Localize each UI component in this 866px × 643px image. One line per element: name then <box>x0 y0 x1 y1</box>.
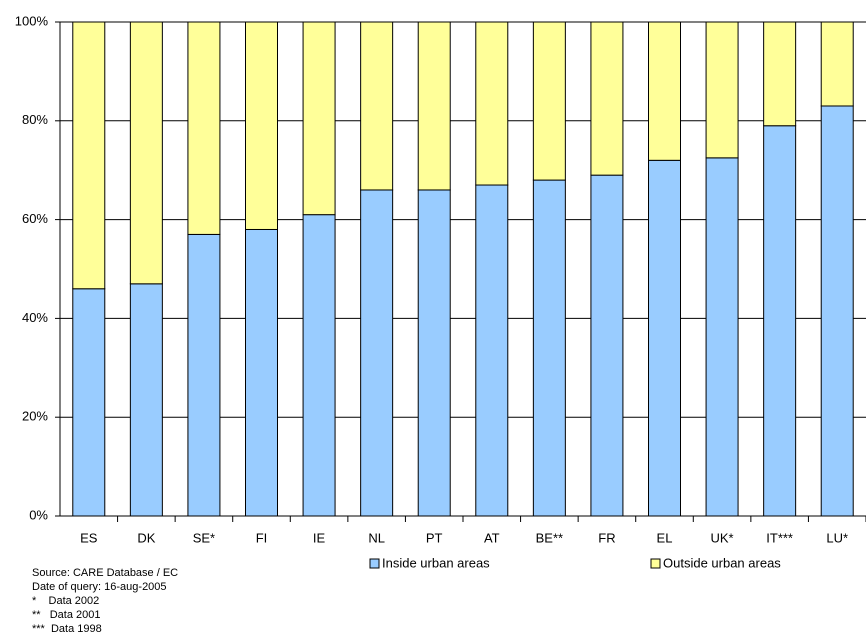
bar-segment <box>187 233 221 517</box>
y-tick-label: 20% <box>22 409 48 424</box>
bar-segment <box>820 105 854 517</box>
x-tick-label: DK <box>137 530 155 545</box>
bar-segment <box>72 288 106 517</box>
bar-segment <box>129 283 163 517</box>
x-tick-label: EL <box>657 530 673 545</box>
y-tick-label: 60% <box>22 211 48 226</box>
source-note: Source: CARE Database / EC <box>32 567 178 579</box>
legend-label: Inside urban areas <box>382 555 490 570</box>
legend-label: Outside urban areas <box>663 555 781 570</box>
bar-segment <box>302 21 336 216</box>
bar-segment <box>302 214 336 517</box>
x-tick-label: NL <box>368 530 385 545</box>
x-tick-label: AT <box>484 530 500 545</box>
bar-segment <box>417 21 451 191</box>
bar-segment <box>360 189 394 517</box>
bar-segment <box>532 179 566 517</box>
source-note: Date of query: 16-aug-2005 <box>32 581 167 593</box>
legend-swatch <box>650 558 661 569</box>
bar-segment <box>820 21 854 107</box>
source-note: *** Data 1998 <box>32 623 102 635</box>
bar-segment <box>187 21 221 235</box>
y-tick-label: 0% <box>29 507 48 522</box>
bar-segment <box>763 125 797 517</box>
x-tick-label: SE* <box>193 530 215 545</box>
bar-segment <box>705 21 739 159</box>
bar-segment <box>590 174 624 517</box>
bar-segment <box>475 184 509 517</box>
bar-segment <box>72 21 106 290</box>
bar-segment <box>360 21 394 191</box>
y-tick-label: 40% <box>22 310 48 325</box>
y-tick-label: 80% <box>22 112 48 127</box>
bar-segment <box>532 21 566 181</box>
x-tick-label: BE** <box>536 530 563 545</box>
legend-swatch <box>369 558 380 569</box>
x-tick-label: ES <box>80 530 98 545</box>
x-tick-label: UK* <box>711 530 734 545</box>
x-tick-label: FI <box>256 530 268 545</box>
x-tick-label: IE <box>313 530 326 545</box>
source-note: ** Data 2001 <box>32 609 101 621</box>
bar-segment <box>417 189 451 517</box>
bar-segment <box>763 21 797 127</box>
bar-segment <box>590 21 624 176</box>
x-tick-label: PT <box>426 530 443 545</box>
source-note: * Data 2002 <box>32 595 99 607</box>
bar-segment <box>245 21 278 230</box>
bar-segment <box>648 159 681 517</box>
y-tick-label: 100% <box>15 13 49 28</box>
x-tick-label: FR <box>598 530 615 545</box>
x-tick-label: IT*** <box>766 530 793 545</box>
bar-segment <box>648 21 681 161</box>
bar-segment <box>705 157 739 517</box>
bar-segment <box>475 21 509 186</box>
bar-segment <box>245 228 278 517</box>
x-tick-label: LU* <box>826 530 848 545</box>
bar-segment <box>129 21 163 285</box>
